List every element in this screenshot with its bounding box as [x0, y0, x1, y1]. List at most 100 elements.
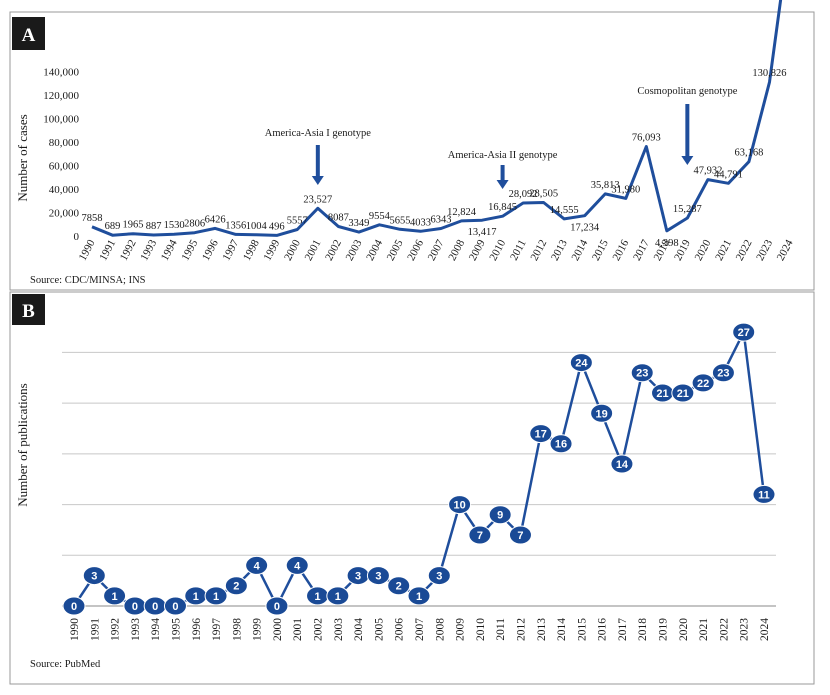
panel-a-y-tick-label: 0	[74, 231, 80, 243]
panel-b-x-tick-label: 1999	[252, 618, 264, 641]
panel-b-data-point	[103, 586, 127, 606]
panel-b-data-label: 3	[91, 571, 97, 583]
panel-b-x-tick-label: 2012	[515, 618, 527, 641]
panel-a-y-axis-label: Number of cases	[15, 114, 30, 201]
panel-a-value-label: 35,813	[591, 180, 620, 191]
panel-a-value-label: 6343	[431, 215, 452, 226]
panel-b-x-tick-label: 2000	[272, 618, 284, 641]
panel-a-value-label: 1965	[123, 220, 144, 231]
panel-a-y-tick-label: 100,000	[43, 113, 79, 125]
panel-a-value-label: 496	[269, 221, 285, 232]
panel-b-y-axis-label: Number of publications	[15, 383, 30, 506]
panel-b-data-label: 1	[335, 591, 341, 603]
panel-a-value-label: 14,555	[550, 205, 579, 216]
panel-a-y-tick-label: 60,000	[49, 160, 80, 172]
panel-a-x-tick-label: 2016	[610, 237, 631, 262]
panel-b-badge	[12, 294, 45, 325]
panel-b-x-tick-label: 1992	[110, 618, 122, 641]
panel-a-x-tick-label: 2001	[303, 238, 324, 263]
panel-b-data-label: 3	[436, 571, 442, 583]
panel-a-x-tick-label: 1993	[138, 237, 159, 262]
panel-a-x-tick-label: 1996	[200, 237, 221, 262]
panel-b-x-tick-label: 2023	[739, 618, 751, 641]
panel-a-y-tick-label: 20,000	[49, 207, 80, 219]
panel-a-x-tick-label: 2005	[385, 237, 406, 262]
panel-b-data-point	[366, 566, 390, 586]
panel-b-x-ticks: 1990 1991 1992 1993 1994 1995 1996 1997 1998 1999…	[69, 618, 771, 641]
panel-b-x-tick-label: 1993	[130, 618, 142, 641]
panel-a-value-label: 76,093	[632, 132, 661, 143]
panel-a-x-tick-label: 2000	[282, 237, 303, 262]
panel-b-data-point	[326, 586, 350, 606]
panel-b-data-point	[245, 555, 269, 575]
panel-b-x-tick-label: 2003	[333, 618, 345, 641]
panel-a-value-label: 47,932	[693, 166, 722, 177]
panel-a-x-tick-label: 1990	[77, 237, 98, 262]
panel-a-annotation-text: America-Asia II genotype	[448, 150, 558, 161]
panel-b-x-tick-label: 2020	[678, 618, 690, 641]
panel-b-x-tick-label: 2007	[414, 618, 426, 641]
panel-b-data-label: 22	[697, 378, 709, 390]
panel-a-frame	[9, 11, 815, 291]
panel-b-data-label: 2	[233, 581, 239, 593]
panel-a-x-tick-label: 2020	[693, 237, 714, 262]
panel-b-data-label: 1	[314, 591, 320, 603]
panel-a-x-tick-label: 1995	[179, 237, 200, 262]
panel-a-y-tick-label: 120,000	[43, 90, 79, 102]
panel-a-value-label: 8087	[328, 212, 349, 223]
panel-a-x-ticks: 1990 1991 1992 1993 1994 1995 1996 1997 1998 1999…	[77, 237, 796, 262]
panel-a-value-label: 63,168	[735, 148, 764, 159]
panel-a-x-tick-label: 2008	[446, 237, 467, 262]
panel-b-data-point	[549, 434, 573, 454]
panel-a-x-tick-label: 1998	[241, 237, 262, 262]
panel-b-data-label: 0	[71, 601, 77, 613]
panel-a-value-label: 5655	[389, 215, 410, 226]
panel-b-data-label: 7	[517, 530, 523, 542]
panel-a-series-line	[91, 0, 783, 237]
panel-a-x-tick-label: 1991	[97, 238, 118, 263]
panel-b-data-point	[204, 586, 228, 606]
panel-b-x-tick-label: 2013	[536, 618, 548, 641]
panel-a-x-tick-label: 2009	[467, 237, 488, 262]
panel-a-annotation-text: Cosmopolitan genotype	[637, 86, 737, 97]
panel-b-x-tick-label: 2010	[475, 618, 487, 641]
panel-b-x-tick-label: 2006	[394, 618, 406, 641]
panel-a: A Number of cases 0 20,000 40,000 60,000 80,…	[9, 0, 815, 291]
panel-a-label: A	[22, 25, 36, 46]
panel-b-data-label: 9	[497, 510, 503, 522]
panel-a-value-label: 44,791	[714, 169, 743, 180]
panel-b-data-label: 21	[677, 388, 689, 400]
panel-a-value-label: 887	[146, 221, 162, 232]
panel-b-data-label: 1	[112, 591, 118, 603]
panel-b-data-label: 11	[758, 489, 770, 501]
panel-a-x-tick-label: 2002	[323, 238, 344, 263]
panel-b-data-point	[448, 495, 472, 515]
panel-a-value-label: 4,398	[655, 238, 679, 249]
panel-b-data-point	[529, 424, 553, 444]
panel-b-data-label: 21	[656, 388, 668, 400]
panel-a-value-label: 1356	[225, 220, 246, 231]
panel-a-badge	[12, 17, 45, 50]
panel-b-data-label: 7	[477, 530, 483, 542]
panel-b-label: B	[22, 301, 35, 322]
panel-a-x-tick-label: 2007	[426, 237, 447, 262]
panel-b-x-tick-label: 2009	[455, 618, 467, 641]
panel-a-x-tick-label: 2006	[405, 237, 426, 262]
panel-b-data-label: 0	[274, 601, 280, 613]
panel-a-value-label: 28,092	[509, 189, 538, 200]
panel-a-x-tick-label: 1999	[261, 237, 282, 262]
panel-a-x-tick-label: 2014	[569, 237, 590, 262]
panel-b-source: Source: PubMed	[30, 659, 101, 670]
panel-b-data-point	[508, 525, 532, 545]
panel-a-x-tick-label: 2004	[364, 237, 385, 262]
panel-b-data-label: 19	[596, 408, 608, 420]
panel-a-annotations: America-Asia I genotype America-Asia II g…	[265, 86, 738, 189]
panel-b-x-tick-label: 2008	[434, 618, 446, 641]
panel-a-value-label: 5557	[287, 215, 308, 226]
panel-a-x-tick-label: 2022	[734, 238, 755, 263]
panel-b-x-tick-label: 2018	[637, 618, 649, 641]
panel-b-data-point	[630, 363, 654, 383]
panel-a-x-tick-label: 2012	[528, 238, 549, 263]
